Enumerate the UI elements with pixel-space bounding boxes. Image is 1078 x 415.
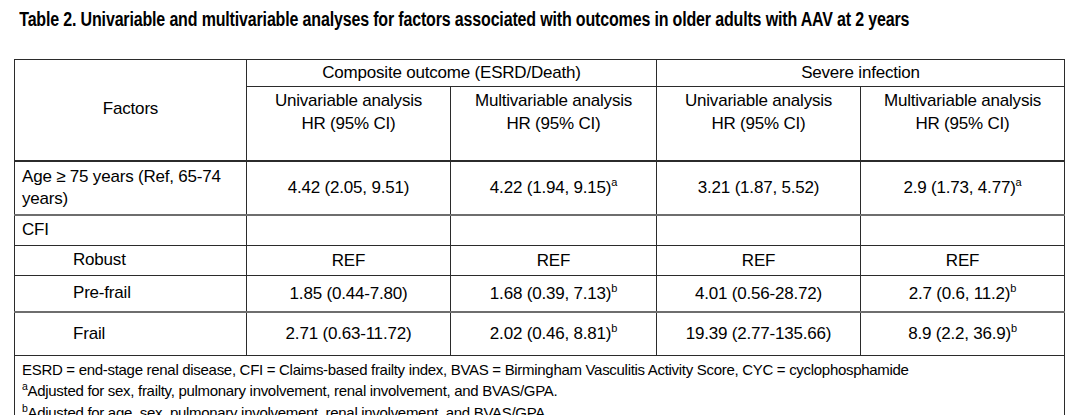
- hr-value-cell: [861, 215, 1065, 246]
- factor-label-robust: Robust: [15, 246, 247, 276]
- hr-value: 1.68 (0.39, 7.13): [490, 284, 611, 303]
- subheader-infection-multivariable: Multivariable analysis HR (95% CI): [861, 87, 1065, 162]
- hr-value-cell: 2.7 (0.6, 11.2)b: [861, 276, 1065, 313]
- factor-label-prefrail: Pre-frail: [15, 276, 247, 313]
- hr-value-cell: 4.42 (2.05, 9.51): [247, 161, 451, 215]
- subheader-composite-univariable: Univariable analysis HR (95% CI): [247, 87, 451, 162]
- footnote-marker: b: [611, 282, 617, 294]
- table-row-frail: Frail 2.71 (0.63-11.72) 2.02 (0.46, 8.81…: [15, 312, 1065, 356]
- group-header-composite-outcome: Composite outcome (ESRD/Death): [247, 60, 657, 87]
- footnote-marker: a: [1016, 176, 1022, 188]
- group-header-severe-infection: Severe infection: [657, 60, 1065, 87]
- footnote-marker: b: [1011, 322, 1017, 334]
- hr-value: 3.21 (1.87, 5.52): [698, 178, 819, 197]
- footnote-marker: b: [611, 322, 617, 334]
- footnote-text: Adjusted for sex, frailty, pulmonary inv…: [28, 382, 558, 399]
- table-row-prefrail: Pre-frail 1.85 (0.44-7.80) 1.68 (0.39, 7…: [15, 276, 1065, 313]
- hr-value: 2.7 (0.6, 11.2): [909, 284, 1011, 303]
- hr-value: 2.02 (0.46, 8.81): [490, 324, 611, 343]
- hr-value-cell: REF: [861, 246, 1065, 276]
- footnote-cell: ESRD = end-stage renal disease, CFI = Cl…: [15, 356, 1065, 415]
- hr-value-cell: REF: [451, 246, 657, 276]
- hr-value-cell: [451, 215, 657, 246]
- hr-value: REF: [946, 251, 979, 270]
- footnote-a: aAdjusted for sex, frailty, pulmonary in…: [22, 380, 1057, 401]
- footnote-marker: a: [611, 176, 617, 188]
- hr-value-cell: 19.39 (2.77-135.66): [657, 312, 861, 356]
- hr-value-cell: 2.9 (1.73, 4.77)a: [861, 161, 1065, 215]
- footnote-text: ESRD = end-stage renal disease, CFI = Cl…: [22, 361, 909, 378]
- hr-value: 1.85 (0.44-7.80): [290, 284, 408, 303]
- footnote-row: ESRD = end-stage renal disease, CFI = Cl…: [15, 356, 1065, 415]
- hr-value: 8.9 (2.2, 36.9): [908, 324, 1011, 343]
- document-page: Table 2. Univariable and multivariable a…: [0, 0, 1078, 415]
- results-table: Factors Composite outcome (ESRD/Death) S…: [14, 59, 1065, 415]
- footnote-text: Adjusted for age, sex, pulmonary involve…: [28, 404, 549, 415]
- table-row-cfi: CFI: [15, 215, 1065, 246]
- hr-value: 4.01 (0.56-28.72): [695, 284, 822, 303]
- hr-value-cell: 1.68 (0.39, 7.13)b: [451, 276, 657, 313]
- footnote-abbreviations: ESRD = end-stage renal disease, CFI = Cl…: [22, 359, 1057, 380]
- hr-value-cell: [247, 215, 451, 246]
- factor-label-cfi: CFI: [15, 215, 247, 246]
- hr-value: 4.22 (1.94, 9.15): [490, 178, 611, 197]
- hr-value-cell: REF: [657, 246, 861, 276]
- hr-value: 4.42 (2.05, 9.51): [288, 178, 409, 197]
- subheader-infection-univariable: Univariable analysis HR (95% CI): [657, 87, 861, 162]
- hr-value-cell: REF: [247, 246, 451, 276]
- table-row-age: Age ≥ 75 years (Ref, 65-74 years) 4.42 (…: [15, 161, 1065, 215]
- hr-value: REF: [332, 251, 365, 270]
- table-row-robust: Robust REF REF REF REF: [15, 246, 1065, 276]
- table-title: Table 2. Univariable and multivariable a…: [0, 0, 1075, 31]
- hr-value-cell: 1.85 (0.44-7.80): [247, 276, 451, 313]
- hr-value-cell: 2.02 (0.46, 8.81)b: [451, 312, 657, 356]
- hr-value: 19.39 (2.77-135.66): [686, 324, 832, 343]
- hr-value: REF: [537, 251, 570, 270]
- footnote-marker: b: [1010, 282, 1016, 294]
- hr-value: REF: [742, 251, 775, 270]
- group-header-row: Factors Composite outcome (ESRD/Death) S…: [15, 60, 1065, 87]
- hr-value-cell: 3.21 (1.87, 5.52): [657, 161, 861, 215]
- hr-value: 2.9 (1.73, 4.77): [904, 178, 1016, 197]
- subheader-composite-multivariable: Multivariable analysis HR (95% CI): [451, 87, 657, 162]
- factor-label-age: Age ≥ 75 years (Ref, 65-74 years): [15, 161, 247, 215]
- hr-value-cell: [657, 215, 861, 246]
- factors-column-header: Factors: [15, 60, 247, 162]
- hr-value-cell: 4.22 (1.94, 9.15)a: [451, 161, 657, 215]
- factor-label-frail: Frail: [15, 312, 247, 356]
- hr-value-cell: 2.71 (0.63-11.72): [247, 312, 451, 356]
- hr-value: 2.71 (0.63-11.72): [286, 324, 412, 343]
- footnote-b: bAdjusted for age, sex, pulmonary involv…: [22, 402, 1057, 415]
- hr-value-cell: 8.9 (2.2, 36.9)b: [861, 312, 1065, 356]
- hr-value-cell: 4.01 (0.56-28.72): [657, 276, 861, 313]
